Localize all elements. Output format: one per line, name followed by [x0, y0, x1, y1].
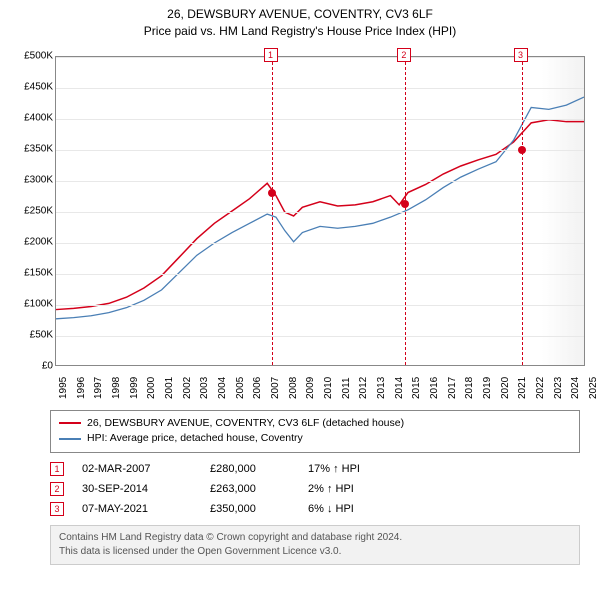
series-line — [56, 119, 584, 309]
transaction-marker: 3 — [50, 502, 64, 516]
y-axis-label: £350K — [5, 143, 53, 154]
y-axis-label: £450K — [5, 81, 53, 92]
x-axis-label: 2009 — [305, 376, 316, 398]
event-vline — [522, 57, 523, 365]
transaction-row: 2 30-SEP-2014 £263,000 2% ↑ HPI — [50, 479, 580, 499]
y-axis-label: £200K — [5, 236, 53, 247]
chart-area: £0 £50K £100K £150K £200K £250K £300K £350K £400… — [5, 46, 595, 406]
legend-row: HPI: Average price, detached house, Cove… — [59, 431, 571, 447]
x-axis-label: 2011 — [341, 377, 352, 399]
x-axis-label: 2010 — [323, 376, 334, 398]
chart-container: 26, DEWSBURY AVENUE, COVENTRY, CV3 6LF P… — [0, 0, 600, 590]
transaction-dot — [518, 146, 526, 154]
transaction-dot — [401, 200, 409, 208]
plot-area — [55, 56, 585, 366]
transaction-price: £350,000 — [210, 503, 290, 515]
transaction-price: £280,000 — [210, 463, 290, 475]
event-marker-box: 1 — [264, 48, 278, 62]
attribution-line-1: Contains HM Land Registry data © Crown c… — [59, 531, 571, 545]
x-axis-label: 2004 — [217, 376, 228, 398]
x-axis-label: 2002 — [182, 376, 193, 398]
x-axis-label: 2008 — [288, 376, 299, 398]
legend-box: 26, DEWSBURY AVENUE, COVENTRY, CV3 6LF (… — [50, 410, 580, 454]
x-axis-label: 1999 — [129, 376, 140, 398]
transaction-dot — [268, 189, 276, 197]
transaction-row: 1 02-MAR-2007 £280,000 17% ↑ HPI — [50, 459, 580, 479]
title-block: 26, DEWSBURY AVENUE, COVENTRY, CV3 6LF P… — [0, 0, 600, 40]
gridline-h — [56, 181, 584, 182]
x-axis-label: 1995 — [58, 376, 69, 398]
x-axis-label: 2006 — [252, 376, 263, 398]
title-line-2: Price paid vs. HM Land Registry's House … — [0, 23, 600, 40]
y-axis-label: £0 — [5, 360, 53, 371]
y-axis-label: £50K — [5, 329, 53, 340]
gridline-h — [56, 336, 584, 337]
x-axis-label: 2024 — [570, 376, 581, 398]
gridline-h — [56, 305, 584, 306]
transaction-date: 07-MAY-2021 — [82, 503, 192, 515]
series-line — [56, 97, 584, 319]
transaction-marker: 1 — [50, 462, 64, 476]
x-axis-label: 2001 — [164, 376, 175, 398]
y-axis-label: £100K — [5, 298, 53, 309]
attribution-box: Contains HM Land Registry data © Crown c… — [50, 525, 580, 565]
gridline-h — [56, 150, 584, 151]
x-axis-label: 2013 — [376, 376, 387, 398]
transaction-row: 3 07-MAY-2021 £350,000 6% ↓ HPI — [50, 499, 580, 519]
x-axis-label: 2003 — [199, 376, 210, 398]
gridline-h — [56, 57, 584, 58]
legend-row: 26, DEWSBURY AVENUE, COVENTRY, CV3 6LF (… — [59, 416, 571, 432]
gridline-h — [56, 88, 584, 89]
gridline-h — [56, 274, 584, 275]
x-axis-label: 2022 — [535, 376, 546, 398]
y-axis-label: £250K — [5, 205, 53, 216]
transaction-table: 1 02-MAR-2007 £280,000 17% ↑ HPI 2 30-SEP-201… — [50, 459, 580, 519]
legend-label: HPI: Average price, detached house, Cove… — [87, 431, 303, 447]
transaction-price: £263,000 — [210, 483, 290, 495]
x-axis-label: 2021 — [517, 376, 528, 398]
gridline-h — [56, 243, 584, 244]
gridline-h — [56, 119, 584, 120]
x-axis-label: 2000 — [146, 376, 157, 398]
title-line-1: 26, DEWSBURY AVENUE, COVENTRY, CV3 6LF — [0, 6, 600, 23]
transaction-date: 02-MAR-2007 — [82, 463, 192, 475]
x-axis-label: 1998 — [111, 376, 122, 398]
x-axis-label: 2019 — [482, 376, 493, 398]
y-axis-label: £150K — [5, 267, 53, 278]
y-axis-label: £300K — [5, 174, 53, 185]
transaction-marker: 2 — [50, 482, 64, 496]
x-axis-label: 1996 — [76, 376, 87, 398]
x-axis-label: 2012 — [358, 376, 369, 398]
event-marker-box: 3 — [514, 48, 528, 62]
x-axis-label: 1997 — [93, 376, 104, 398]
event-vline — [272, 57, 273, 365]
y-axis-label: £500K — [5, 50, 53, 61]
y-axis-label: £400K — [5, 112, 53, 123]
event-marker-box: 2 — [397, 48, 411, 62]
x-axis-label: 2005 — [235, 376, 246, 398]
x-axis-label: 2017 — [447, 376, 458, 398]
attribution-line-2: This data is licensed under the Open Gov… — [59, 545, 571, 559]
gridline-h — [56, 212, 584, 213]
legend-swatch — [59, 438, 81, 440]
transaction-hpi: 6% ↓ HPI — [308, 503, 408, 515]
x-axis-label: 2016 — [429, 376, 440, 398]
transaction-hpi: 2% ↑ HPI — [308, 483, 408, 495]
legend-label: 26, DEWSBURY AVENUE, COVENTRY, CV3 6LF (… — [87, 416, 404, 432]
line-series-svg — [56, 57, 584, 365]
event-vline — [405, 57, 406, 365]
transaction-hpi: 17% ↑ HPI — [308, 463, 408, 475]
x-axis-label: 2014 — [394, 376, 405, 398]
x-axis-label: 2020 — [500, 376, 511, 398]
x-axis-label: 2018 — [464, 376, 475, 398]
x-axis-label: 2023 — [553, 376, 564, 398]
x-axis-label: 2015 — [411, 376, 422, 398]
legend-swatch — [59, 422, 81, 424]
x-axis-label: 2025 — [588, 376, 599, 398]
x-axis-label: 2007 — [270, 376, 281, 398]
transaction-date: 30-SEP-2014 — [82, 483, 192, 495]
